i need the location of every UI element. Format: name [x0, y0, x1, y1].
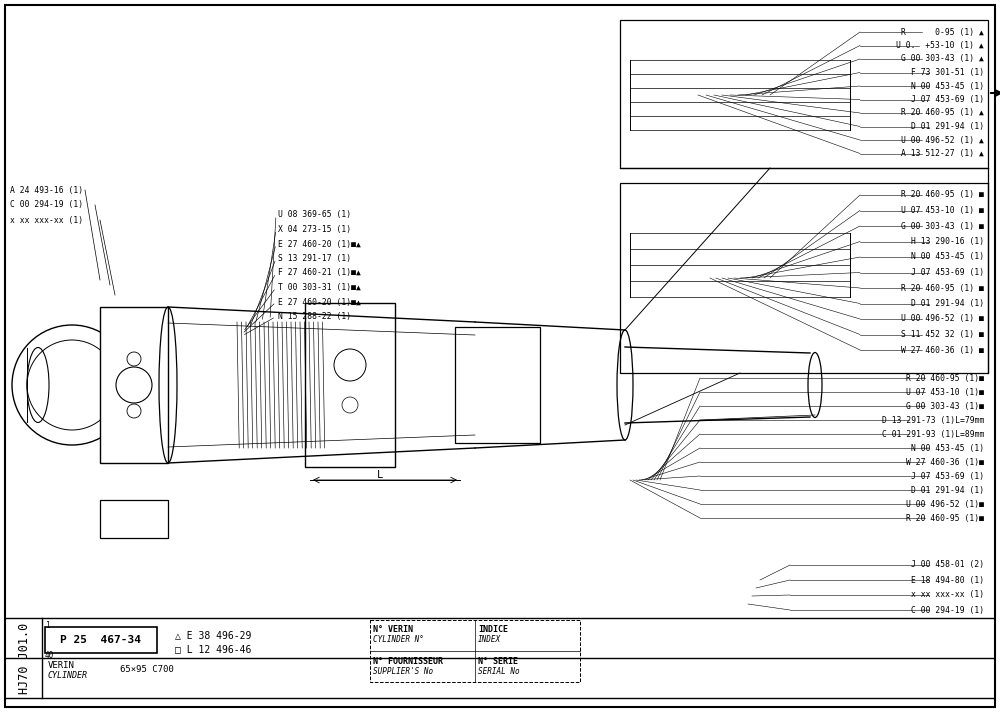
- Text: L: L: [377, 470, 383, 480]
- Text: R 20 460-95 (1) ■: R 20 460-95 (1) ■: [901, 191, 984, 199]
- Text: J 07 453-69 (1): J 07 453-69 (1): [911, 95, 984, 104]
- Text: W 27 460-36 (1)■: W 27 460-36 (1)■: [906, 458, 984, 466]
- Text: 65×95 C700: 65×95 C700: [120, 666, 174, 674]
- Text: R 20 460-95 (1) ▲: R 20 460-95 (1) ▲: [901, 108, 984, 117]
- Text: U 0.  +53-10 (1) ▲: U 0. +53-10 (1) ▲: [896, 41, 984, 50]
- Text: SERIAL No: SERIAL No: [478, 668, 520, 676]
- Text: R      0-95 (1) ▲: R 0-95 (1) ▲: [901, 28, 984, 36]
- Text: CYLINDER: CYLINDER: [48, 671, 88, 681]
- Text: R 20 460-95 (1) ■: R 20 460-95 (1) ■: [901, 283, 984, 293]
- Text: 40: 40: [45, 651, 54, 659]
- Text: G 00 303-43 (1) ■: G 00 303-43 (1) ■: [901, 221, 984, 231]
- Text: U 00 496-52 (1) ▲: U 00 496-52 (1) ▲: [901, 135, 984, 145]
- Text: N° VERIN: N° VERIN: [373, 626, 413, 634]
- Text: N° FOURNISSEUR: N° FOURNISSEUR: [373, 657, 443, 666]
- Bar: [45, 627, 157, 653]
- Text: A 13 512-27 (1) ▲: A 13 512-27 (1) ▲: [901, 149, 984, 158]
- Text: E 18 494-80 (1): E 18 494-80 (1): [911, 575, 984, 585]
- Text: x xx xxx-xx (1): x xx xxx-xx (1): [10, 216, 83, 224]
- Text: H 13 290-16 (1): H 13 290-16 (1): [911, 237, 984, 246]
- Text: S 11 452 32 (1) ■: S 11 452 32 (1) ■: [901, 330, 984, 339]
- Text: D 01 291-94 (1): D 01 291-94 (1): [911, 486, 984, 495]
- Text: D 13 291-73 (1)L=79mm: D 13 291-73 (1)L=79mm: [882, 416, 984, 424]
- Text: W 27 460-36 (1) ■: W 27 460-36 (1) ■: [901, 345, 984, 355]
- Text: G 00 303-43 (1)■: G 00 303-43 (1)■: [906, 402, 984, 411]
- Text: C 00 294-19 (1): C 00 294-19 (1): [911, 605, 984, 614]
- Text: J 00 458-01 (2): J 00 458-01 (2): [911, 560, 984, 570]
- Text: R 20 460-95 (1)■: R 20 460-95 (1)■: [906, 513, 984, 523]
- Text: A 24 493-16 (1): A 24 493-16 (1): [10, 186, 83, 194]
- Bar: [305, 303, 395, 467]
- Text: J 07 453-69 (1): J 07 453-69 (1): [911, 471, 984, 481]
- Bar: [370, 620, 580, 682]
- Text: G 00 303-43 (1) ▲: G 00 303-43 (1) ▲: [901, 55, 984, 63]
- Text: N 15 288-22 (1): N 15 288-22 (1): [278, 312, 351, 321]
- Text: △ E 38 496-29: △ E 38 496-29: [175, 630, 251, 640]
- Text: SUPPLIER'S No: SUPPLIER'S No: [373, 668, 433, 676]
- Text: R 20 460-95 (1)■: R 20 460-95 (1)■: [906, 374, 984, 382]
- Text: N° SERIE: N° SERIE: [478, 657, 518, 666]
- Text: U 07 453-10 (1)■: U 07 453-10 (1)■: [906, 387, 984, 397]
- Text: VERIN: VERIN: [48, 661, 75, 669]
- Text: INDICE: INDICE: [478, 626, 508, 634]
- Text: P 25  467-34: P 25 467-34: [60, 635, 142, 645]
- Text: X 04 273-15 (1): X 04 273-15 (1): [278, 225, 351, 234]
- Bar: [100, 307, 168, 463]
- Text: U 07 453-10 (1) ■: U 07 453-10 (1) ■: [901, 206, 984, 215]
- Text: S 13 291-17 (1): S 13 291-17 (1): [278, 254, 351, 263]
- Text: x xx xxx-xx (1): x xx xxx-xx (1): [911, 590, 984, 600]
- Text: D 01 291-94 (1): D 01 291-94 (1): [911, 299, 984, 308]
- Text: C 01 291-93 (1)L=89mm: C 01 291-93 (1)L=89mm: [882, 429, 984, 439]
- Text: CYLINDER N°: CYLINDER N°: [373, 634, 424, 644]
- Text: □ L 12 496-46: □ L 12 496-46: [175, 644, 251, 654]
- Text: E 27 460-20 (1)■▲: E 27 460-20 (1)■▲: [278, 298, 361, 306]
- Bar: [100, 500, 168, 538]
- Text: U 08 369-65 (1): U 08 369-65 (1): [278, 211, 351, 219]
- Bar: [620, 20, 988, 168]
- Text: C 00 294-19 (1): C 00 294-19 (1): [10, 201, 83, 209]
- Text: 1: 1: [45, 620, 50, 629]
- Text: HJ70 J01.0: HJ70 J01.0: [18, 622, 30, 693]
- Text: T 00 303-31 (1)■▲: T 00 303-31 (1)■▲: [278, 283, 361, 292]
- Bar: [620, 183, 988, 373]
- Text: U 00 496-52 (1) ■: U 00 496-52 (1) ■: [901, 315, 984, 323]
- Text: N 00 453-45 (1): N 00 453-45 (1): [911, 81, 984, 90]
- Text: INDEX: INDEX: [478, 634, 501, 644]
- Text: N 00 453-45 (1): N 00 453-45 (1): [911, 444, 984, 453]
- Text: U 00 496-52 (1)■: U 00 496-52 (1)■: [906, 500, 984, 508]
- Text: N 00 453-45 (1): N 00 453-45 (1): [911, 253, 984, 261]
- Bar: [455, 327, 540, 443]
- Text: F 27 460-21 (1)■▲: F 27 460-21 (1)■▲: [278, 268, 361, 278]
- Text: F 73 301-51 (1): F 73 301-51 (1): [911, 68, 984, 77]
- Text: E 27 460-20 (1)■▲: E 27 460-20 (1)■▲: [278, 239, 361, 248]
- Text: D 01 291-94 (1): D 01 291-94 (1): [911, 122, 984, 131]
- Text: J 07 453-69 (1): J 07 453-69 (1): [911, 268, 984, 277]
